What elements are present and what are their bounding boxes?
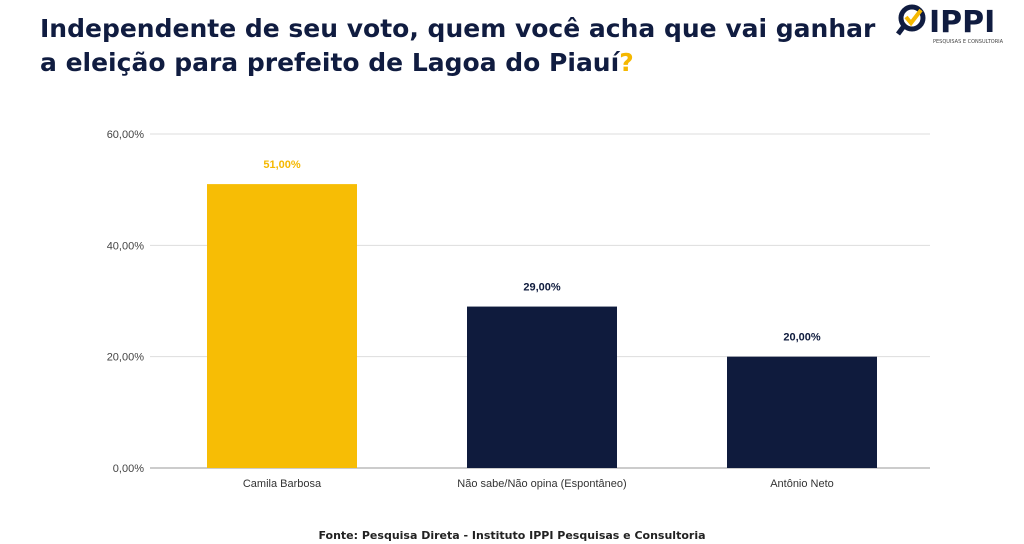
- data-label: 51,00%: [263, 159, 301, 171]
- bar: [467, 306, 617, 468]
- y-tick-label: 0,00%: [113, 463, 144, 475]
- data-label: 20,00%: [783, 332, 821, 344]
- y-tick-label: 20,00%: [107, 352, 145, 364]
- svg-text:PESQUISAS E CONSULTORIA: PESQUISAS E CONSULTORIA: [933, 39, 1004, 45]
- y-tick-label: 60,00%: [107, 129, 145, 141]
- title-text: Independente de seu voto, quem você acha…: [40, 14, 876, 77]
- bar: [207, 184, 357, 468]
- x-tick-label: Não sabe/Não opina (Espontâneo): [457, 478, 626, 490]
- bar: [727, 356, 877, 468]
- chart-title: Independente de seu voto, quem você acha…: [40, 12, 880, 80]
- ippi-logo: IPPI PESQUISAS E CONSULTORIA: [896, 4, 1004, 45]
- data-label: 29,00%: [523, 282, 561, 294]
- svg-text:IPPI: IPPI: [929, 5, 995, 40]
- y-tick-label: 40,00%: [107, 240, 145, 252]
- magnifier-icon: [898, 4, 926, 32]
- check-icon: [904, 8, 923, 27]
- x-tick-label: Camila Barbosa: [243, 478, 322, 490]
- title-question-mark: ?: [619, 48, 634, 77]
- x-tick-label: Antônio Neto: [770, 478, 834, 490]
- source-footer: Fonte: Pesquisa Direta - Instituto IPPI …: [318, 529, 706, 542]
